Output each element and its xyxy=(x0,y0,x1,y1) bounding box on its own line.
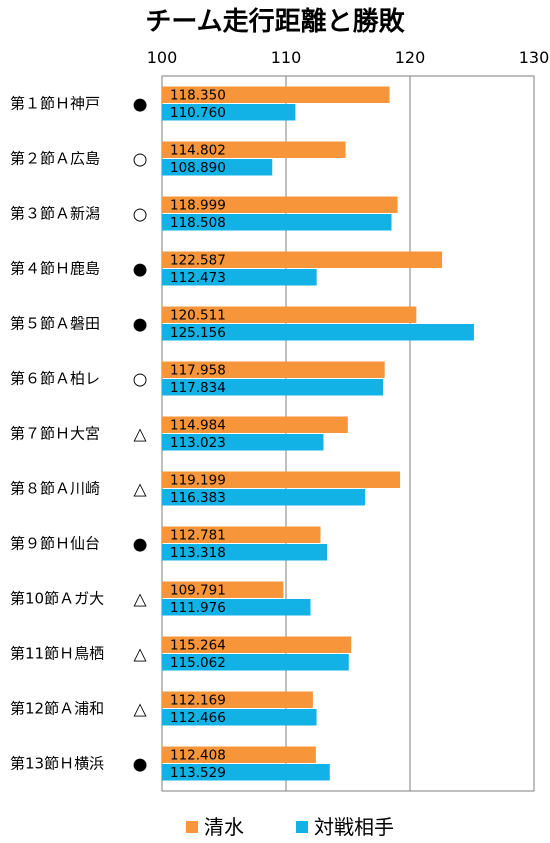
data-label: 113.529 xyxy=(170,765,226,781)
x-tick-label: 110 xyxy=(271,48,302,67)
bar-shimizu xyxy=(162,306,417,323)
result-mark: △ xyxy=(133,425,147,445)
bar-opponent xyxy=(162,434,324,451)
category-label: 第８節Ａ川崎 xyxy=(10,480,100,498)
data-label: 110.760 xyxy=(170,105,226,121)
chart-title: チーム走行距離と勝敗 xyxy=(145,6,405,37)
category-label: 第１節Ｈ神戸 xyxy=(10,95,100,113)
category-label: 第11節Ｈ鳥栖 xyxy=(10,645,104,663)
result-mark: ○ xyxy=(133,150,148,170)
bar-shimizu xyxy=(162,746,316,763)
category-label: 第３節Ａ新潟 xyxy=(10,205,100,223)
grid-lines xyxy=(285,76,411,791)
data-label: 112.169 xyxy=(170,693,226,709)
bar-shimizu xyxy=(162,141,346,158)
data-label: 109.791 xyxy=(170,583,226,599)
data-label: 125.156 xyxy=(170,325,226,341)
bar-opponent xyxy=(162,764,330,781)
data-label: 117.834 xyxy=(170,380,226,396)
bar-opponent xyxy=(162,489,366,506)
bar-opponent xyxy=(162,709,317,726)
data-label: 115.264 xyxy=(170,638,226,654)
data-label: 118.508 xyxy=(170,215,226,231)
bar-shimizu xyxy=(162,196,398,213)
data-label: 113.318 xyxy=(170,545,226,561)
bar-opponent xyxy=(162,379,384,396)
bar-shimizu xyxy=(162,471,401,488)
data-label: 112.473 xyxy=(170,270,226,286)
bar-opponent xyxy=(162,104,296,121)
data-label: 119.199 xyxy=(170,473,226,489)
data-label: 120.511 xyxy=(170,308,226,324)
category-label: 第５節Ａ磐田 xyxy=(10,315,100,333)
data-label: 111.976 xyxy=(170,600,226,616)
data-label: 115.062 xyxy=(170,655,226,671)
category-label: 第10節Ａガ大 xyxy=(10,590,104,608)
result-mark: ○ xyxy=(133,370,148,390)
category-label: 第７節Ｈ大宮 xyxy=(10,425,100,443)
category-label: 第６節Ａ柏レ xyxy=(10,370,100,388)
data-label: 112.466 xyxy=(170,710,226,726)
bar-shimizu xyxy=(162,581,284,598)
legend-label: 対戦相手 xyxy=(314,815,394,839)
bar-shimizu xyxy=(162,416,348,433)
category-label: 第４節Ｈ鹿島 xyxy=(10,260,100,278)
x-tick-label: 100 xyxy=(147,48,178,67)
legend-label: 清水 xyxy=(204,815,244,839)
bar-opponent xyxy=(162,269,317,286)
category-labels: 第１節Ｈ神戸 ● 第２節Ａ広島 ○ 第３節Ａ新潟 ○ 第４節Ｈ鹿島 ● 第５節Ａ磐田 ● 第６節Ａ柏… xyxy=(10,95,147,775)
data-label: 118.350 xyxy=(170,88,226,104)
bar-shimizu xyxy=(162,86,390,103)
bar-opponent xyxy=(162,654,349,671)
legend: 清水 対戦相手 xyxy=(186,815,394,839)
bar-shimizu xyxy=(162,251,443,268)
result-mark: △ xyxy=(133,590,147,610)
x-axis-ticks: 100 110 120 130 xyxy=(147,48,550,67)
category-label: 第13節Ｈ横浜 xyxy=(10,755,104,773)
legend-swatch xyxy=(186,821,198,833)
data-label: 114.984 xyxy=(170,418,226,434)
bar-shimizu xyxy=(162,636,352,653)
data-label: 112.408 xyxy=(170,748,226,764)
result-mark: ● xyxy=(133,260,148,280)
bar-opponent xyxy=(162,214,392,231)
category-label: 第２節Ａ広島 xyxy=(10,150,100,168)
bar-opponent xyxy=(162,159,273,176)
bar-opponent xyxy=(162,544,328,561)
legend-swatch xyxy=(296,821,308,833)
bar-opponent xyxy=(162,599,311,616)
result-mark: △ xyxy=(133,645,147,665)
data-label: 112.781 xyxy=(170,528,226,544)
data-label: 113.023 xyxy=(170,435,226,451)
data-label: 118.999 xyxy=(170,198,226,214)
result-mark: ○ xyxy=(133,205,148,225)
x-tick-label: 120 xyxy=(395,48,426,67)
data-label: 117.958 xyxy=(170,363,226,379)
result-mark: △ xyxy=(133,700,147,720)
result-mark: ● xyxy=(133,535,148,555)
data-label: 116.383 xyxy=(170,490,226,506)
plot-area-frame xyxy=(161,75,535,792)
bar-shimizu xyxy=(162,691,313,708)
bar-shimizu xyxy=(162,526,321,543)
result-mark: ● xyxy=(133,315,148,335)
data-label: 122.587 xyxy=(170,253,226,269)
result-mark: ● xyxy=(133,95,148,115)
x-tick-label: 130 xyxy=(519,48,550,67)
result-mark: △ xyxy=(133,480,147,500)
bar-shimizu xyxy=(162,361,385,378)
bar-opponent xyxy=(162,324,474,341)
data-label: 108.890 xyxy=(170,160,226,176)
result-mark: ● xyxy=(133,755,148,775)
category-label: 第９節Ｈ仙台 xyxy=(10,535,100,553)
data-label: 114.802 xyxy=(170,143,226,159)
category-label: 第12節Ａ浦和 xyxy=(10,700,104,718)
